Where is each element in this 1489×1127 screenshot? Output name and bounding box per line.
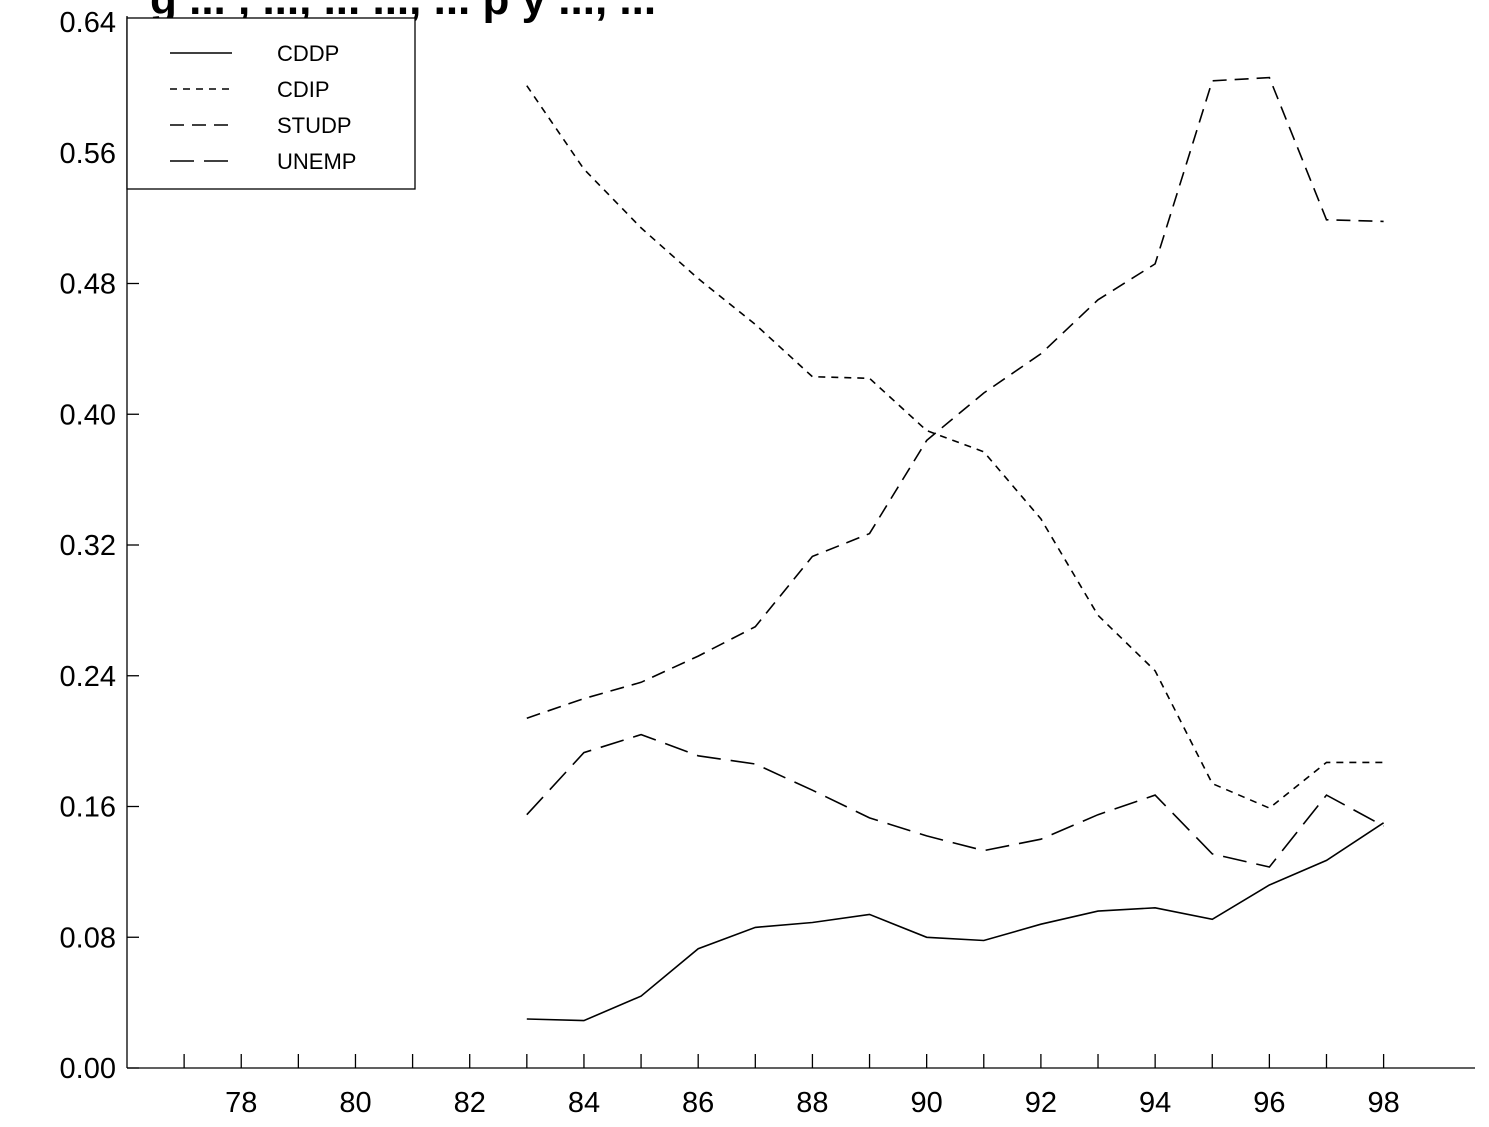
y-tick-label: 0.08 — [60, 922, 116, 954]
series-lines — [526, 76, 1385, 1022]
axes — [126, 16, 1475, 1069]
x-tick-label: 96 — [1253, 1087, 1285, 1119]
y-tick-label: 0.48 — [60, 269, 116, 301]
y-tick-label: 0.32 — [60, 530, 116, 562]
x-tick-label: 86 — [682, 1087, 714, 1119]
x-axis-ticks: 78 80 82 84 86 88 90 92 94 96 98 — [183, 1054, 1400, 1119]
y-tick-label: 0.24 — [60, 661, 116, 693]
x-tick-label: 88 — [796, 1087, 828, 1119]
x-tick-label: 92 — [1025, 1087, 1057, 1119]
x-tick-label: 84 — [568, 1087, 600, 1119]
series-line-cdip — [526, 85, 1384, 810]
legend: CDDP CDIP STUDP UNEMP — [126, 17, 416, 190]
legend-label-studp: STUDP — [277, 113, 352, 138]
x-tick-label: 82 — [454, 1087, 486, 1119]
y-axis-ticks: 0.00 0.08 0.16 0.24 0.32 0.40 0.48 0.56 0.64 — [60, 7, 139, 1085]
y-tick-label: 0.40 — [60, 399, 116, 431]
y-tick-label: 0.56 — [60, 138, 116, 170]
series-line-unemp — [526, 733, 1384, 868]
y-tick-label: 0.16 — [60, 792, 116, 824]
legend-box — [126, 17, 416, 190]
legend-label-cdip: CDIP — [277, 77, 330, 102]
series-line-studp — [526, 76, 1384, 719]
x-tick-label: 80 — [339, 1087, 371, 1119]
x-tick-label: 78 — [225, 1087, 257, 1119]
x-tick-label: 98 — [1367, 1087, 1399, 1119]
y-tick-label: 0.64 — [60, 7, 116, 39]
legend-label-cddp: CDDP — [277, 41, 339, 66]
y-tick-label: 0.00 — [60, 1053, 116, 1085]
x-tick-label: 90 — [911, 1087, 943, 1119]
legend-label-unemp: UNEMP — [277, 149, 356, 174]
series-line-cddp — [526, 822, 1385, 1022]
x-tick-label: 94 — [1139, 1087, 1171, 1119]
